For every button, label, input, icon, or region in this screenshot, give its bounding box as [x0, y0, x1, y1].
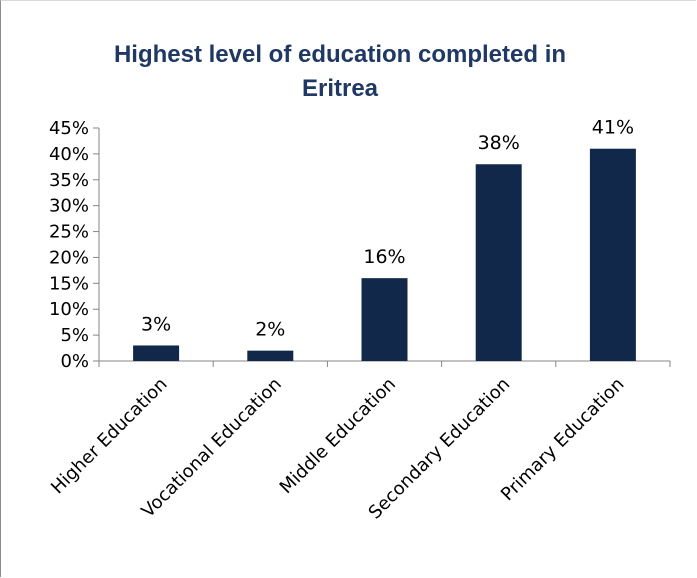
y-tick-label: 35% [49, 170, 89, 191]
y-tick-label: 15% [49, 273, 89, 294]
data-label-1: 2% [255, 319, 285, 341]
bar-0 [133, 345, 180, 361]
y-tick-label: 30% [49, 196, 89, 217]
category-label-2: Middle Education [276, 374, 400, 498]
y-tick-label: 10% [49, 299, 89, 320]
data-label-3: 38% [478, 132, 520, 154]
y-tick-label: 45% [49, 118, 89, 139]
data-label-0: 3% [141, 313, 171, 335]
bar-3 [475, 164, 522, 361]
data-label-2: 16% [363, 246, 405, 268]
y-tick-label: 0% [60, 351, 89, 372]
y-tick-label: 40% [49, 144, 89, 165]
category-label-0: Higher Education [47, 374, 172, 499]
data-label-4: 41% [592, 117, 634, 139]
bar-4 [589, 148, 636, 361]
bar-1 [247, 350, 294, 361]
y-tick-label: 5% [60, 325, 89, 346]
y-tick-label: 25% [49, 222, 89, 243]
category-label-4: Primary Education [497, 374, 628, 505]
chart-title: Highest level of education completed in … [113, 41, 567, 102]
y-tick-label: 20% [49, 247, 89, 268]
bar-2 [361, 278, 408, 361]
